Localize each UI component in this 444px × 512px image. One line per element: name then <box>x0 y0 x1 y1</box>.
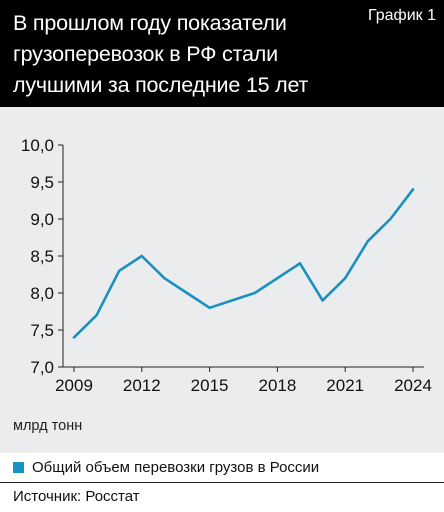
y-tick-label: 7,0 <box>30 358 54 377</box>
legend: Общий объем перевозки грузов в России <box>13 459 319 476</box>
y-tick-label: 8,0 <box>30 284 54 303</box>
x-tick-label: 2024 <box>394 376 432 395</box>
y-tick-label: 7,5 <box>30 321 54 340</box>
y-tick-label: 9,0 <box>30 210 54 229</box>
line-chart: 7,07,58,08,59,09,510,0 2009 2012 2015 2018 2… <box>21 136 432 395</box>
x-tick-label: 2012 <box>123 376 161 395</box>
chart-panel <box>0 107 444 453</box>
source-divider <box>0 482 444 483</box>
x-tick-label: 2021 <box>326 376 364 395</box>
x-axis-ticks: 2009 2012 2015 2018 2021 2024 <box>55 367 432 395</box>
legend-label: Общий объем перевозки грузов в России <box>32 459 320 476</box>
chart-title: В прошлом году показатели грузоперевозок… <box>13 11 309 97</box>
x-tick-label: 2015 <box>191 376 229 395</box>
y-axis-unit-label: млрд тонн <box>13 418 83 434</box>
source-note: Источник: Росстат <box>13 488 140 505</box>
y-axis-ticks: 7,0 7,5 8,0 8,5 9,0 9,5 10,0 <box>21 136 63 377</box>
chart-header: В прошлом году показатели грузоперевозок… <box>0 0 444 107</box>
x-tick-label: 2018 <box>258 376 296 395</box>
y-tick-label: 9,5 <box>30 173 54 192</box>
series-line <box>72 188 415 339</box>
y-tick-label: 8,5 <box>30 247 54 266</box>
chart-number-badge: График 1 <box>367 7 436 24</box>
legend-swatch <box>13 462 24 473</box>
x-tick-label: 2009 <box>55 376 93 395</box>
y-tick-label: 10,0 <box>21 136 54 155</box>
